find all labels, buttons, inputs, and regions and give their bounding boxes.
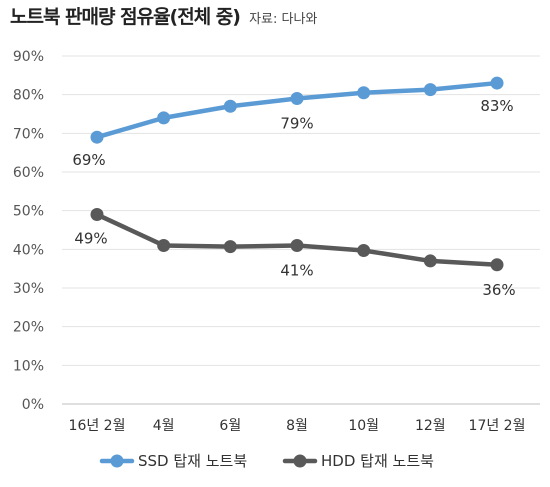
y-tick-label: 0%: [22, 397, 44, 413]
x-tick-label: 17년 2월: [469, 418, 526, 434]
data-point: [157, 111, 171, 125]
data-point: [290, 238, 304, 252]
x-tick-label: 10월: [348, 418, 379, 434]
chart-header: 노트북 판매량 점유율(전체 중) 자료: 다나와: [10, 2, 317, 32]
y-tick-label: 60%: [13, 165, 44, 181]
legend-swatch-marker: [293, 454, 307, 468]
chart-source: 자료: 다나와: [249, 12, 318, 27]
y-tick-label: 30%: [13, 281, 44, 297]
x-axis-ticks: 16년 2월 4월 6월 8월 10월 12월 17년 2월: [69, 418, 526, 434]
y-tick-label: 90%: [13, 49, 44, 65]
chart-legend: SSD 탑재 노트북 HDD 탑재 노트북: [99, 452, 434, 470]
legend-label: SSD 탑재 노트북: [138, 452, 247, 470]
data-point: [423, 83, 437, 97]
data-point: [157, 238, 171, 252]
y-tick-label: 20%: [13, 320, 44, 336]
legend-item: SSD 탑재 노트북: [99, 452, 247, 470]
data-point: [357, 86, 371, 100]
data-label: 83%: [480, 97, 513, 115]
data-point: [490, 258, 504, 272]
data-label: 41%: [280, 261, 313, 279]
x-tick-label: 12월: [415, 418, 446, 434]
x-tick-label: 8월: [286, 418, 308, 434]
x-tick-label: 6월: [219, 418, 241, 434]
legend-item: HDD 탑재 노트북: [282, 452, 434, 470]
data-point: [223, 99, 237, 113]
y-tick-label: 70%: [13, 126, 44, 142]
y-tick-label: 10%: [13, 358, 44, 374]
data-label: 36%: [482, 281, 515, 299]
data-label: 49%: [74, 230, 107, 248]
y-axis-ticks: 0% 10% 20% 30% 40% 50% 60% 70% 80% 90%: [13, 49, 44, 413]
data-label: 69%: [72, 151, 105, 169]
y-tick-label: 50%: [13, 204, 44, 220]
x-tick-label: 4월: [153, 418, 175, 434]
data-point: [490, 76, 504, 90]
data-point: [357, 243, 371, 257]
data-point: [290, 92, 304, 106]
series-lines: [90, 76, 504, 272]
data-point: [423, 254, 437, 268]
y-tick-label: 40%: [13, 242, 44, 258]
legend-swatch-marker: [110, 454, 124, 468]
data-label: 79%: [280, 115, 313, 133]
data-point: [90, 208, 104, 222]
legend-label: HDD 탑재 노트북: [321, 452, 434, 470]
chart-title: 노트북 판매량 점유율(전체 중): [10, 6, 241, 28]
y-tick-label: 80%: [13, 88, 44, 104]
x-tick-label: 16년 2월: [69, 418, 126, 434]
grid-lines: [62, 55, 540, 405]
data-point: [90, 130, 104, 144]
data-point: [223, 240, 237, 254]
data-labels: 69% 79% 83% 49% 41% 36%: [72, 97, 515, 299]
